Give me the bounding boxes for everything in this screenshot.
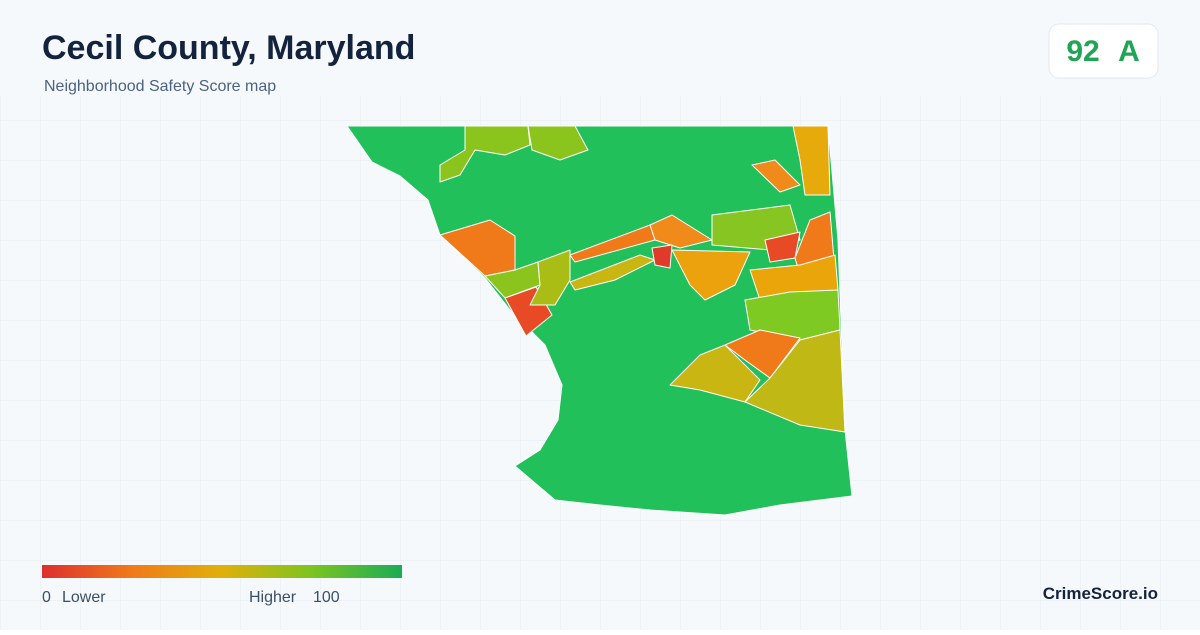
region: [439, 219, 516, 277]
region: [671, 249, 751, 301]
legend-max: 100: [313, 589, 340, 606]
legend-min: 0: [42, 589, 51, 606]
legend-scale: [42, 565, 402, 578]
map: [346, 125, 853, 516]
region: [751, 159, 801, 193]
region: [724, 329, 801, 379]
region: [439, 125, 531, 183]
subtitle: Neighborhood Safety Score map: [44, 78, 276, 95]
legend-min-label: Lower: [62, 589, 106, 606]
region: [527, 125, 589, 161]
region: [792, 125, 831, 196]
region: [744, 329, 846, 433]
grade: A: [1118, 35, 1140, 68]
brand: CrimeScore.io: [1043, 584, 1158, 603]
title: Cecil County, Maryland: [42, 29, 415, 67]
legend-max-label: Higher: [249, 589, 297, 606]
region: [669, 344, 761, 403]
score: 92: [1066, 35, 1099, 68]
region: [649, 214, 713, 249]
region: [651, 244, 673, 269]
region: [529, 249, 571, 306]
region: [569, 254, 656, 291]
score-box: [1048, 23, 1159, 79]
